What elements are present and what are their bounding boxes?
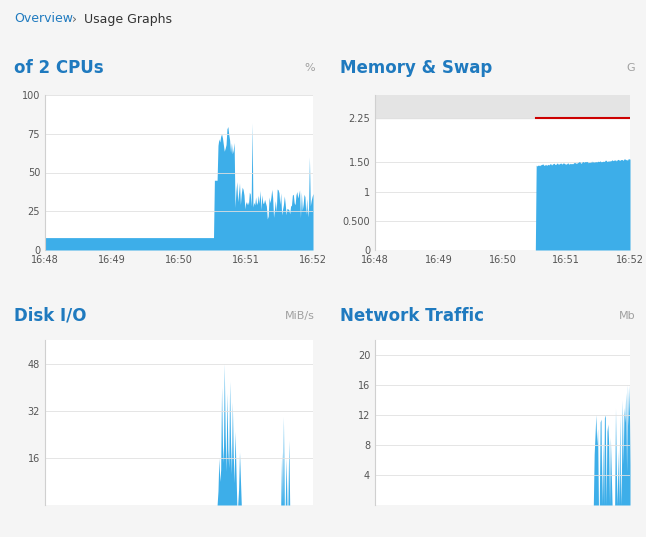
Text: Network Traffic: Network Traffic: [340, 307, 484, 325]
Text: Usage Graphs: Usage Graphs: [84, 12, 172, 25]
Text: Overview: Overview: [14, 12, 73, 25]
Text: Disk I/O: Disk I/O: [14, 307, 87, 325]
Text: G: G: [627, 63, 635, 73]
Text: Mb: Mb: [618, 311, 635, 321]
Text: MiB/s: MiB/s: [285, 311, 315, 321]
Text: of 2 CPUs: of 2 CPUs: [14, 59, 103, 77]
Text: %: %: [304, 63, 315, 73]
Text: Memory & Swap: Memory & Swap: [340, 59, 492, 77]
Text: ›: ›: [72, 12, 77, 25]
Bar: [375, 95, 630, 118]
